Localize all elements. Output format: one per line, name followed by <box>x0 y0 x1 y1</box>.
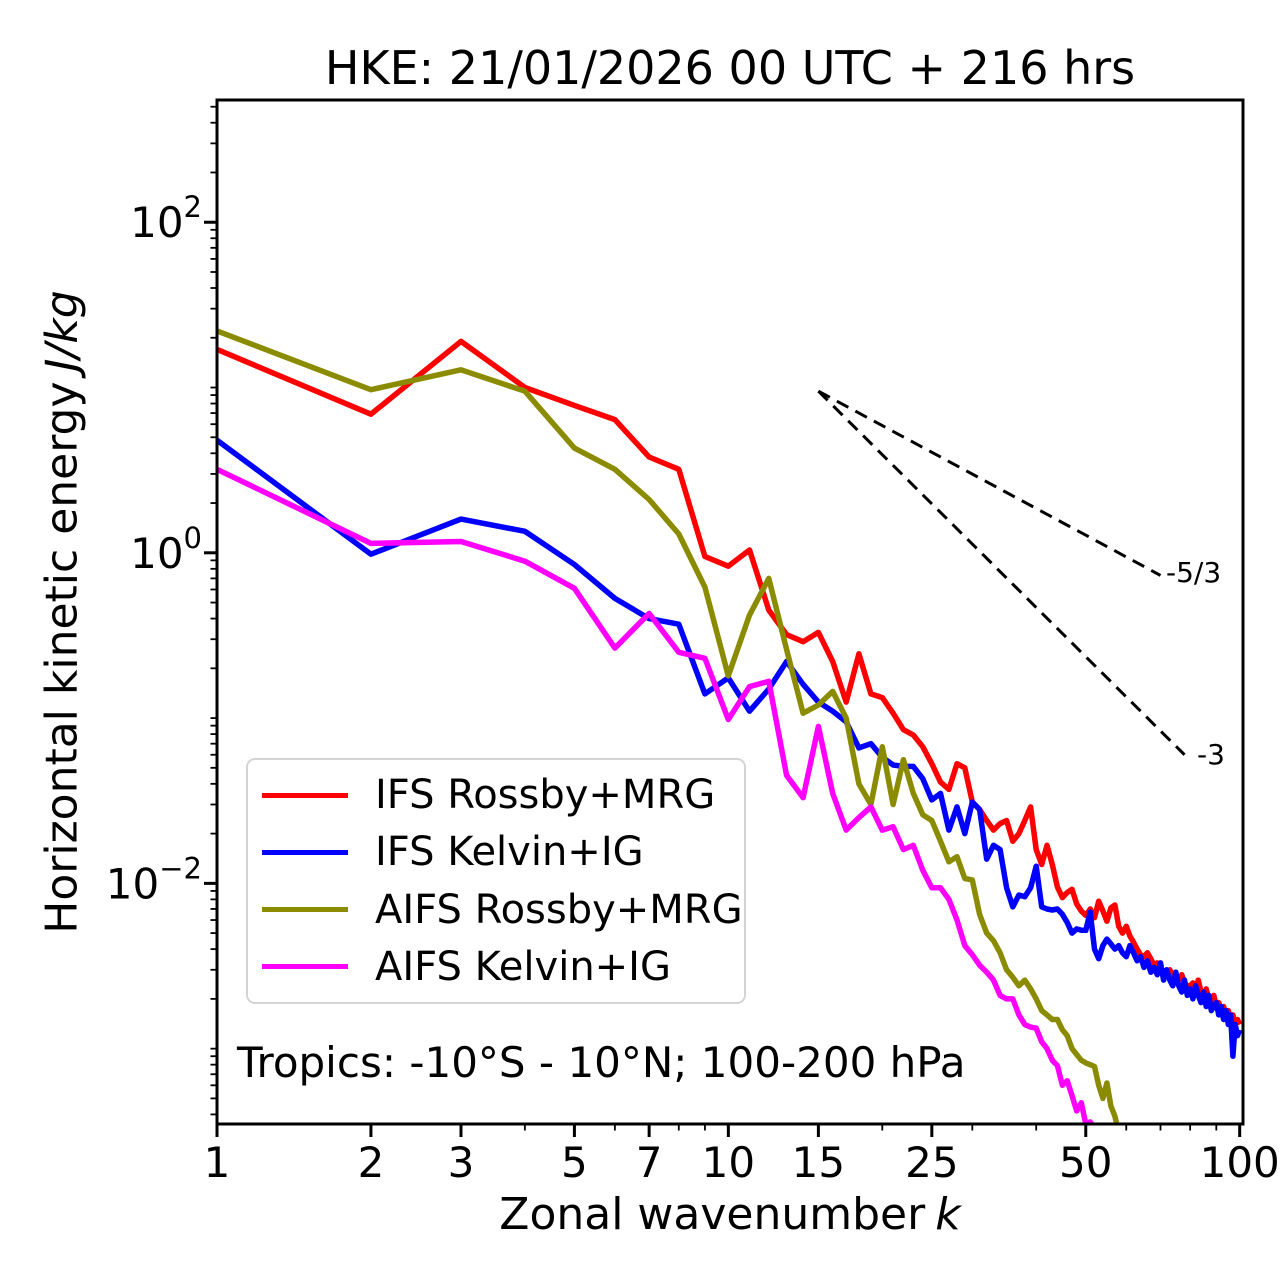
y-axis-label: Horizontal kinetic energy J/kg <box>36 290 89 934</box>
y-axis-label-units: J/kg <box>36 290 88 372</box>
series-line-aifs-kelvin-ig <box>217 466 1095 1124</box>
legend-item-label: AIFS Rossby+MRG <box>375 886 743 933</box>
x-tick-label: 100 <box>1200 1138 1280 1187</box>
x-tick-labels: 1 2 3 5 7 10 15 25 50 100 <box>204 1138 1280 1187</box>
x-tick-label: 25 <box>905 1138 958 1187</box>
legend-line-swatch <box>262 849 348 855</box>
x-tick-label: 10 <box>702 1138 755 1187</box>
x-tick-label: 3 <box>448 1138 475 1187</box>
x-tick-label: 5 <box>561 1138 588 1187</box>
y-tick-label: 100 <box>130 521 202 578</box>
legend-item: IFS Rossby+MRG <box>262 767 744 823</box>
y-tick-labels: 102 100 10−2 <box>106 190 202 908</box>
legend-line-swatch <box>262 907 348 913</box>
y-tick-label: 102 <box>130 190 202 247</box>
legend-item: AIFS Rossby+MRG <box>262 882 744 938</box>
legend-item-label: AIFS Kelvin+IG <box>375 943 671 990</box>
legend-line-swatch <box>262 792 348 798</box>
reference-slope-label-3: -3 <box>1197 738 1225 771</box>
legend-item-label: IFS Rossby+MRG <box>375 772 716 819</box>
reference-line--5-3 <box>817 389 1162 577</box>
y-tick-label: 10−2 <box>106 851 202 908</box>
plot-border <box>215 98 1245 1126</box>
x-tick-label: 1 <box>204 1138 231 1187</box>
legend: IFS Rossby+MRG IFS Kelvin+IG AIFS Rossby… <box>246 758 746 1004</box>
x-tick-label: 2 <box>358 1138 385 1187</box>
chart-title: HKE: 21/01/2026 00 UTC + 216 hrs <box>324 41 1136 95</box>
reference-line--3 <box>817 390 1186 756</box>
series-lines <box>217 328 1243 1124</box>
legend-item: IFS Kelvin+IG <box>262 824 744 880</box>
legend-line-swatch <box>262 964 348 970</box>
legend-item: AIFS Kelvin+IG <box>262 939 744 995</box>
x-axis-label-text: Zonal wavenumber <box>499 1189 926 1240</box>
y-axis-label-text: Horizontal kinetic energy <box>36 381 88 934</box>
series-line-ifs-kelvin-ig <box>217 437 1243 1059</box>
x-axis-label: Zonal wavenumber k <box>217 1189 1243 1241</box>
reference-lines <box>817 389 1186 756</box>
region-annotation: Tropics: -10°S - 10°N; 100-200 hPa <box>237 1038 966 1087</box>
x-axis-label-symbol: k <box>935 1189 961 1240</box>
x-tick-label: 7 <box>636 1138 663 1187</box>
series-line-aifs-rossby-mrg <box>217 328 1120 1124</box>
legend-item-label: IFS Kelvin+IG <box>375 829 644 876</box>
x-tick-label: 50 <box>1059 1138 1112 1187</box>
reference-slope-label-53: -5/3 <box>1166 556 1222 589</box>
x-tick-label: 15 <box>792 1138 845 1187</box>
